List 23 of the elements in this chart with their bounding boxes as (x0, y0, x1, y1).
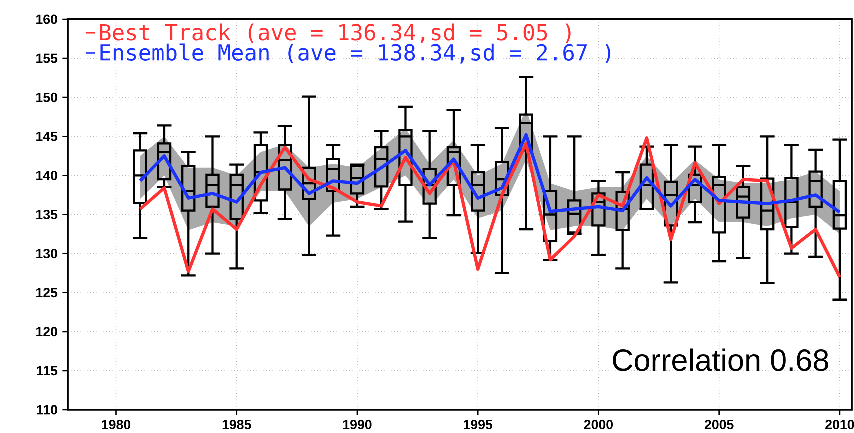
y-tick-label: 120 (36, 327, 58, 337)
y-tick-label: 125 (36, 288, 58, 298)
legend-label: Best Track (ave = 136.34,sd = 5.05 ) (100, 24, 571, 44)
y-tick-label: 115 (37, 366, 58, 376)
line-series (138, 133, 842, 214)
y-tick-label: 150 (36, 92, 58, 102)
x-tick-label: 2010 (826, 420, 854, 430)
x-tick-label: 1990 (343, 420, 372, 430)
y-tick-label: 160 (36, 14, 58, 24)
y-tick-label: 140 (36, 170, 58, 180)
y-tick-label: 145 (36, 132, 58, 142)
y-tick-label: 155 (36, 54, 58, 64)
x-tick-label: 2000 (584, 420, 613, 430)
annotation: Correlation 0.68 (613, 348, 828, 372)
x-tick-label: 1985 (222, 420, 252, 430)
line-series (138, 136, 842, 279)
x-tick-label: 1995 (464, 420, 493, 430)
legend-label: Ensemble Mean (ave = 138.34,sd = 2.67 ) (100, 44, 611, 64)
x-tick-label: 1980 (102, 420, 131, 430)
y-tick-label: 110 (37, 405, 58, 415)
x-tick-label: 2005 (704, 420, 734, 430)
y-tick-label: 130 (36, 249, 58, 259)
y-tick-label: 135 (36, 210, 58, 220)
